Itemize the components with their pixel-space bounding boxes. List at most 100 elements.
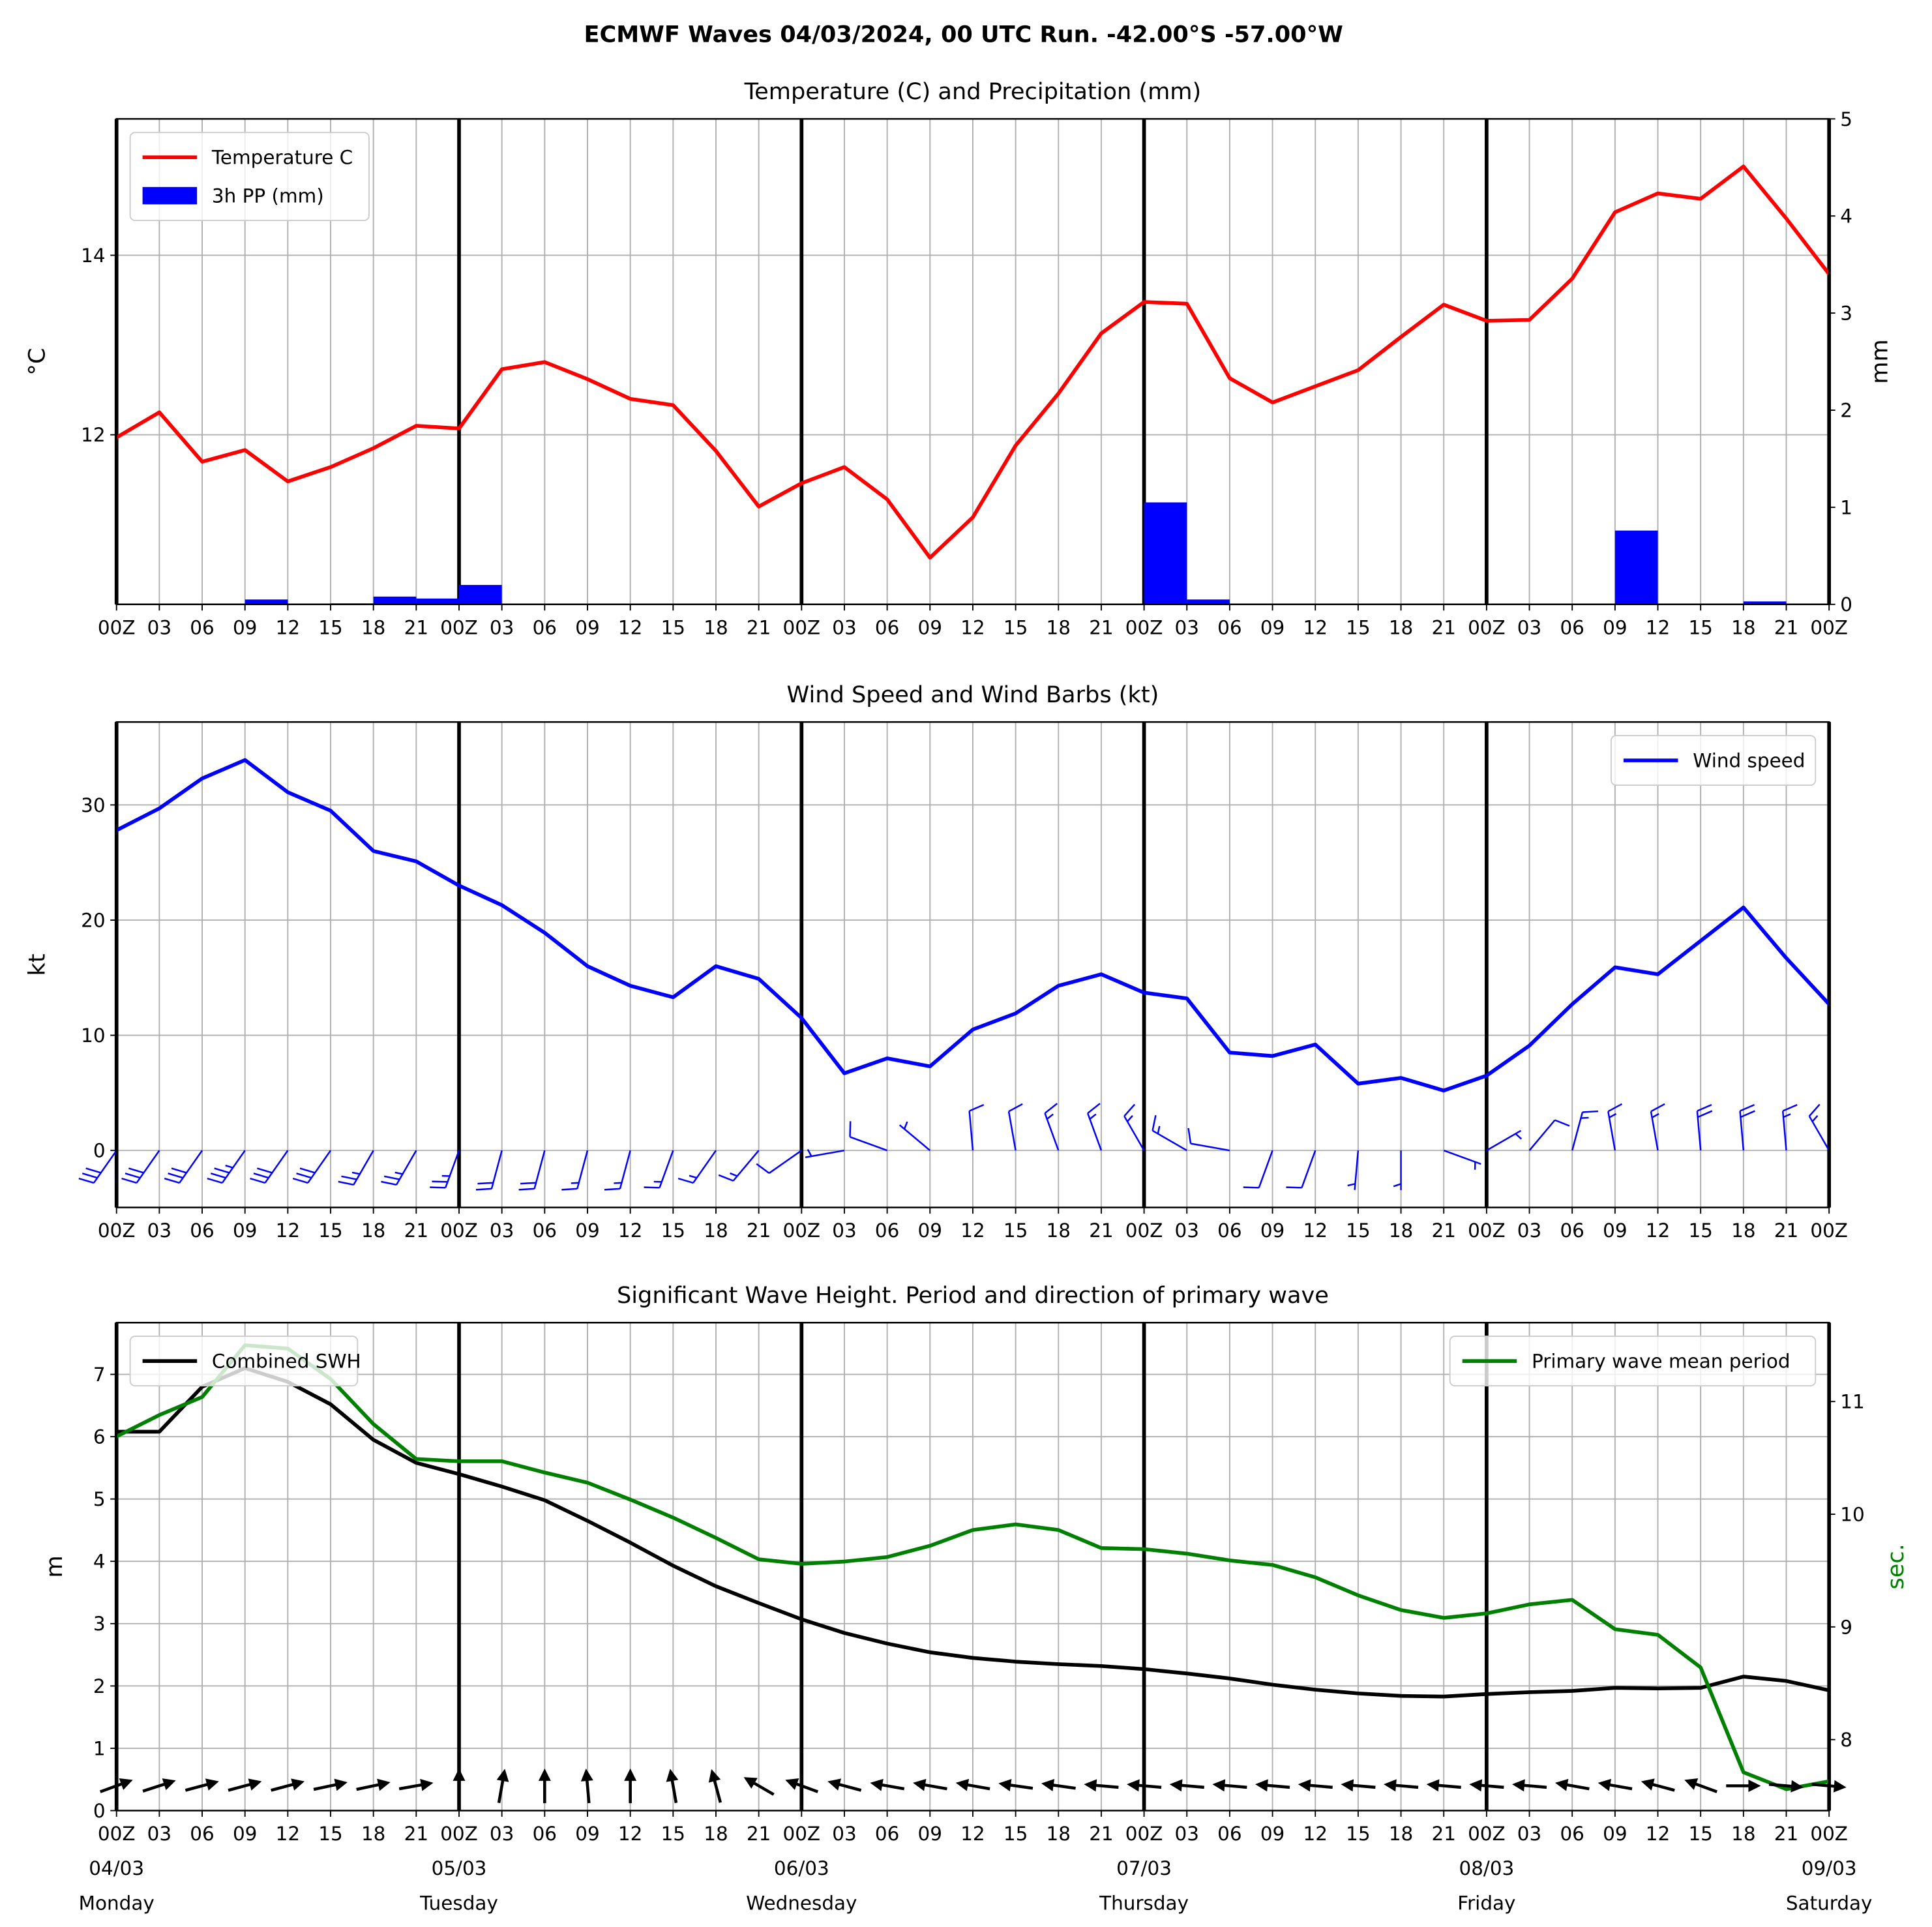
- wave-arrow: [1555, 1778, 1590, 1791]
- legend-box: [1610, 735, 1817, 786]
- x-tick-label: 06: [1217, 616, 1241, 638]
- wave-arrow: [1084, 1779, 1119, 1792]
- wind-barb: [475, 1150, 503, 1191]
- y-tick-label: 7: [93, 1364, 106, 1386]
- wave-arrow: [1384, 1779, 1419, 1792]
- x-tick-label: 00Z: [1468, 616, 1506, 638]
- y-tick-label: 10: [81, 1024, 105, 1047]
- x-tick-label: 18: [1047, 1823, 1071, 1845]
- x-tick-label: 21: [747, 1823, 771, 1845]
- x-tick-label: 09: [233, 1219, 257, 1242]
- wave-arrow: [785, 1778, 819, 1793]
- wind-barb: [1528, 1119, 1570, 1151]
- wind-barb: [849, 1121, 888, 1152]
- wave-arrow: [453, 1768, 466, 1804]
- x-tick-label: 09: [575, 1219, 599, 1242]
- wind-barb: [1007, 1103, 1023, 1151]
- y-tick-label: 30: [81, 794, 105, 816]
- legend-label: Wind speed: [1693, 749, 1805, 771]
- y-tick-label: 0: [93, 1140, 106, 1162]
- y-axis-label: °C: [24, 348, 51, 375]
- legend-label: Combined SWH: [212, 1351, 361, 1373]
- wind-barb: [430, 1150, 460, 1189]
- wave-arrow: [185, 1778, 219, 1792]
- x-tick-label: 00Z: [1810, 1219, 1848, 1242]
- y-tick-label: 0: [93, 1800, 106, 1822]
- date-label: 06/03: [774, 1857, 829, 1879]
- x-tick-label: 06: [1560, 1823, 1584, 1845]
- wave-arrow: [356, 1778, 391, 1791]
- x-tick-label: 09: [1603, 616, 1627, 638]
- series-line: [115, 164, 1831, 560]
- wind-barb: [1808, 1103, 1830, 1151]
- y-tick-label: 4: [93, 1551, 106, 1573]
- x-tick-label: 12: [960, 616, 985, 638]
- x-tick-label: 15: [1003, 1823, 1028, 1845]
- x-tick-label: 15: [1346, 616, 1370, 638]
- x-tick-label: 06: [875, 1823, 899, 1845]
- day-label: Saturday: [1786, 1892, 1873, 1914]
- x-tick-label: 03: [1175, 1823, 1199, 1845]
- x-tick-label: 00Z: [98, 1823, 136, 1845]
- y-tick-label: 3: [93, 1613, 106, 1635]
- x-tick-label: 18: [1731, 1823, 1755, 1845]
- wave-arrow: [743, 1777, 775, 1796]
- x-tick-label: 21: [1431, 616, 1455, 638]
- x-tick-label: 21: [1089, 1823, 1113, 1845]
- wave-arrow: [1426, 1779, 1461, 1792]
- x-tick-label: 18: [361, 1219, 385, 1242]
- x-tick-label: 03: [832, 1219, 856, 1242]
- legend-label: 3h PP (mm): [212, 185, 324, 207]
- legend-swatch: [142, 187, 198, 205]
- wave-arrow: [313, 1778, 348, 1791]
- x-tick-label: 18: [361, 616, 385, 638]
- x-tick-label: 12: [276, 616, 300, 638]
- wind-barb: [1152, 1115, 1187, 1152]
- wind-barb: [561, 1150, 589, 1191]
- wind-barb: [1393, 1150, 1402, 1190]
- y2-tick-label: 1: [1840, 496, 1852, 518]
- x-tick-label: 03: [147, 1219, 171, 1242]
- wind-barb: [1286, 1150, 1316, 1189]
- x-tick-label: 12: [1646, 1823, 1670, 1845]
- date-label: 07/03: [1116, 1857, 1172, 1879]
- y2-tick-label: 0: [1840, 593, 1852, 616]
- x-tick-label: 09: [1603, 1823, 1627, 1845]
- wave-arrow: [624, 1768, 637, 1804]
- x-tick-label: 18: [1047, 616, 1071, 638]
- day-label: Friday: [1457, 1892, 1515, 1914]
- wind-barb: [1696, 1103, 1713, 1151]
- wave-arrow: [955, 1778, 990, 1791]
- legend-label: Primary wave mean period: [1532, 1351, 1791, 1373]
- y-axis-label: m: [41, 1555, 68, 1577]
- x-tick-label: 15: [1003, 616, 1028, 638]
- x-tick-label: 00Z: [98, 616, 136, 638]
- x-tick-label: 06: [1217, 1219, 1241, 1242]
- x-tick-label: 09: [233, 1823, 257, 1845]
- wave-arrow: [998, 1779, 1033, 1791]
- bar: [416, 598, 460, 605]
- wind-barb: [756, 1150, 803, 1174]
- wind-barb: [78, 1150, 117, 1184]
- legend: Primary wave mean period: [1449, 1336, 1817, 1387]
- y2-axis-label: mm: [1866, 339, 1893, 383]
- wave-arrow: [666, 1769, 679, 1804]
- series-line: [115, 1343, 1830, 1791]
- suptitle: ECMWF Waves 04/03/2024, 00 UTC Run. -42.…: [584, 22, 1343, 48]
- wind-barb: [1781, 1103, 1798, 1151]
- x-tick-label: 00Z: [1468, 1823, 1506, 1845]
- x-tick-label: 00Z: [782, 1823, 820, 1845]
- x-tick-label: 06: [1560, 616, 1584, 638]
- wind-barb: [718, 1150, 760, 1182]
- bar: [459, 584, 502, 605]
- date-label: 05/03: [432, 1857, 487, 1879]
- legend-label: Temperature C: [211, 147, 353, 169]
- wind-barb: [805, 1148, 845, 1158]
- x-tick-label: 18: [704, 616, 728, 638]
- x-tick-label: 12: [1646, 1219, 1670, 1242]
- x-tick-label: 21: [1774, 1823, 1798, 1845]
- date-label: 08/03: [1459, 1857, 1514, 1879]
- wind-barb: [899, 1121, 931, 1152]
- x-tick-label: 18: [704, 1823, 728, 1845]
